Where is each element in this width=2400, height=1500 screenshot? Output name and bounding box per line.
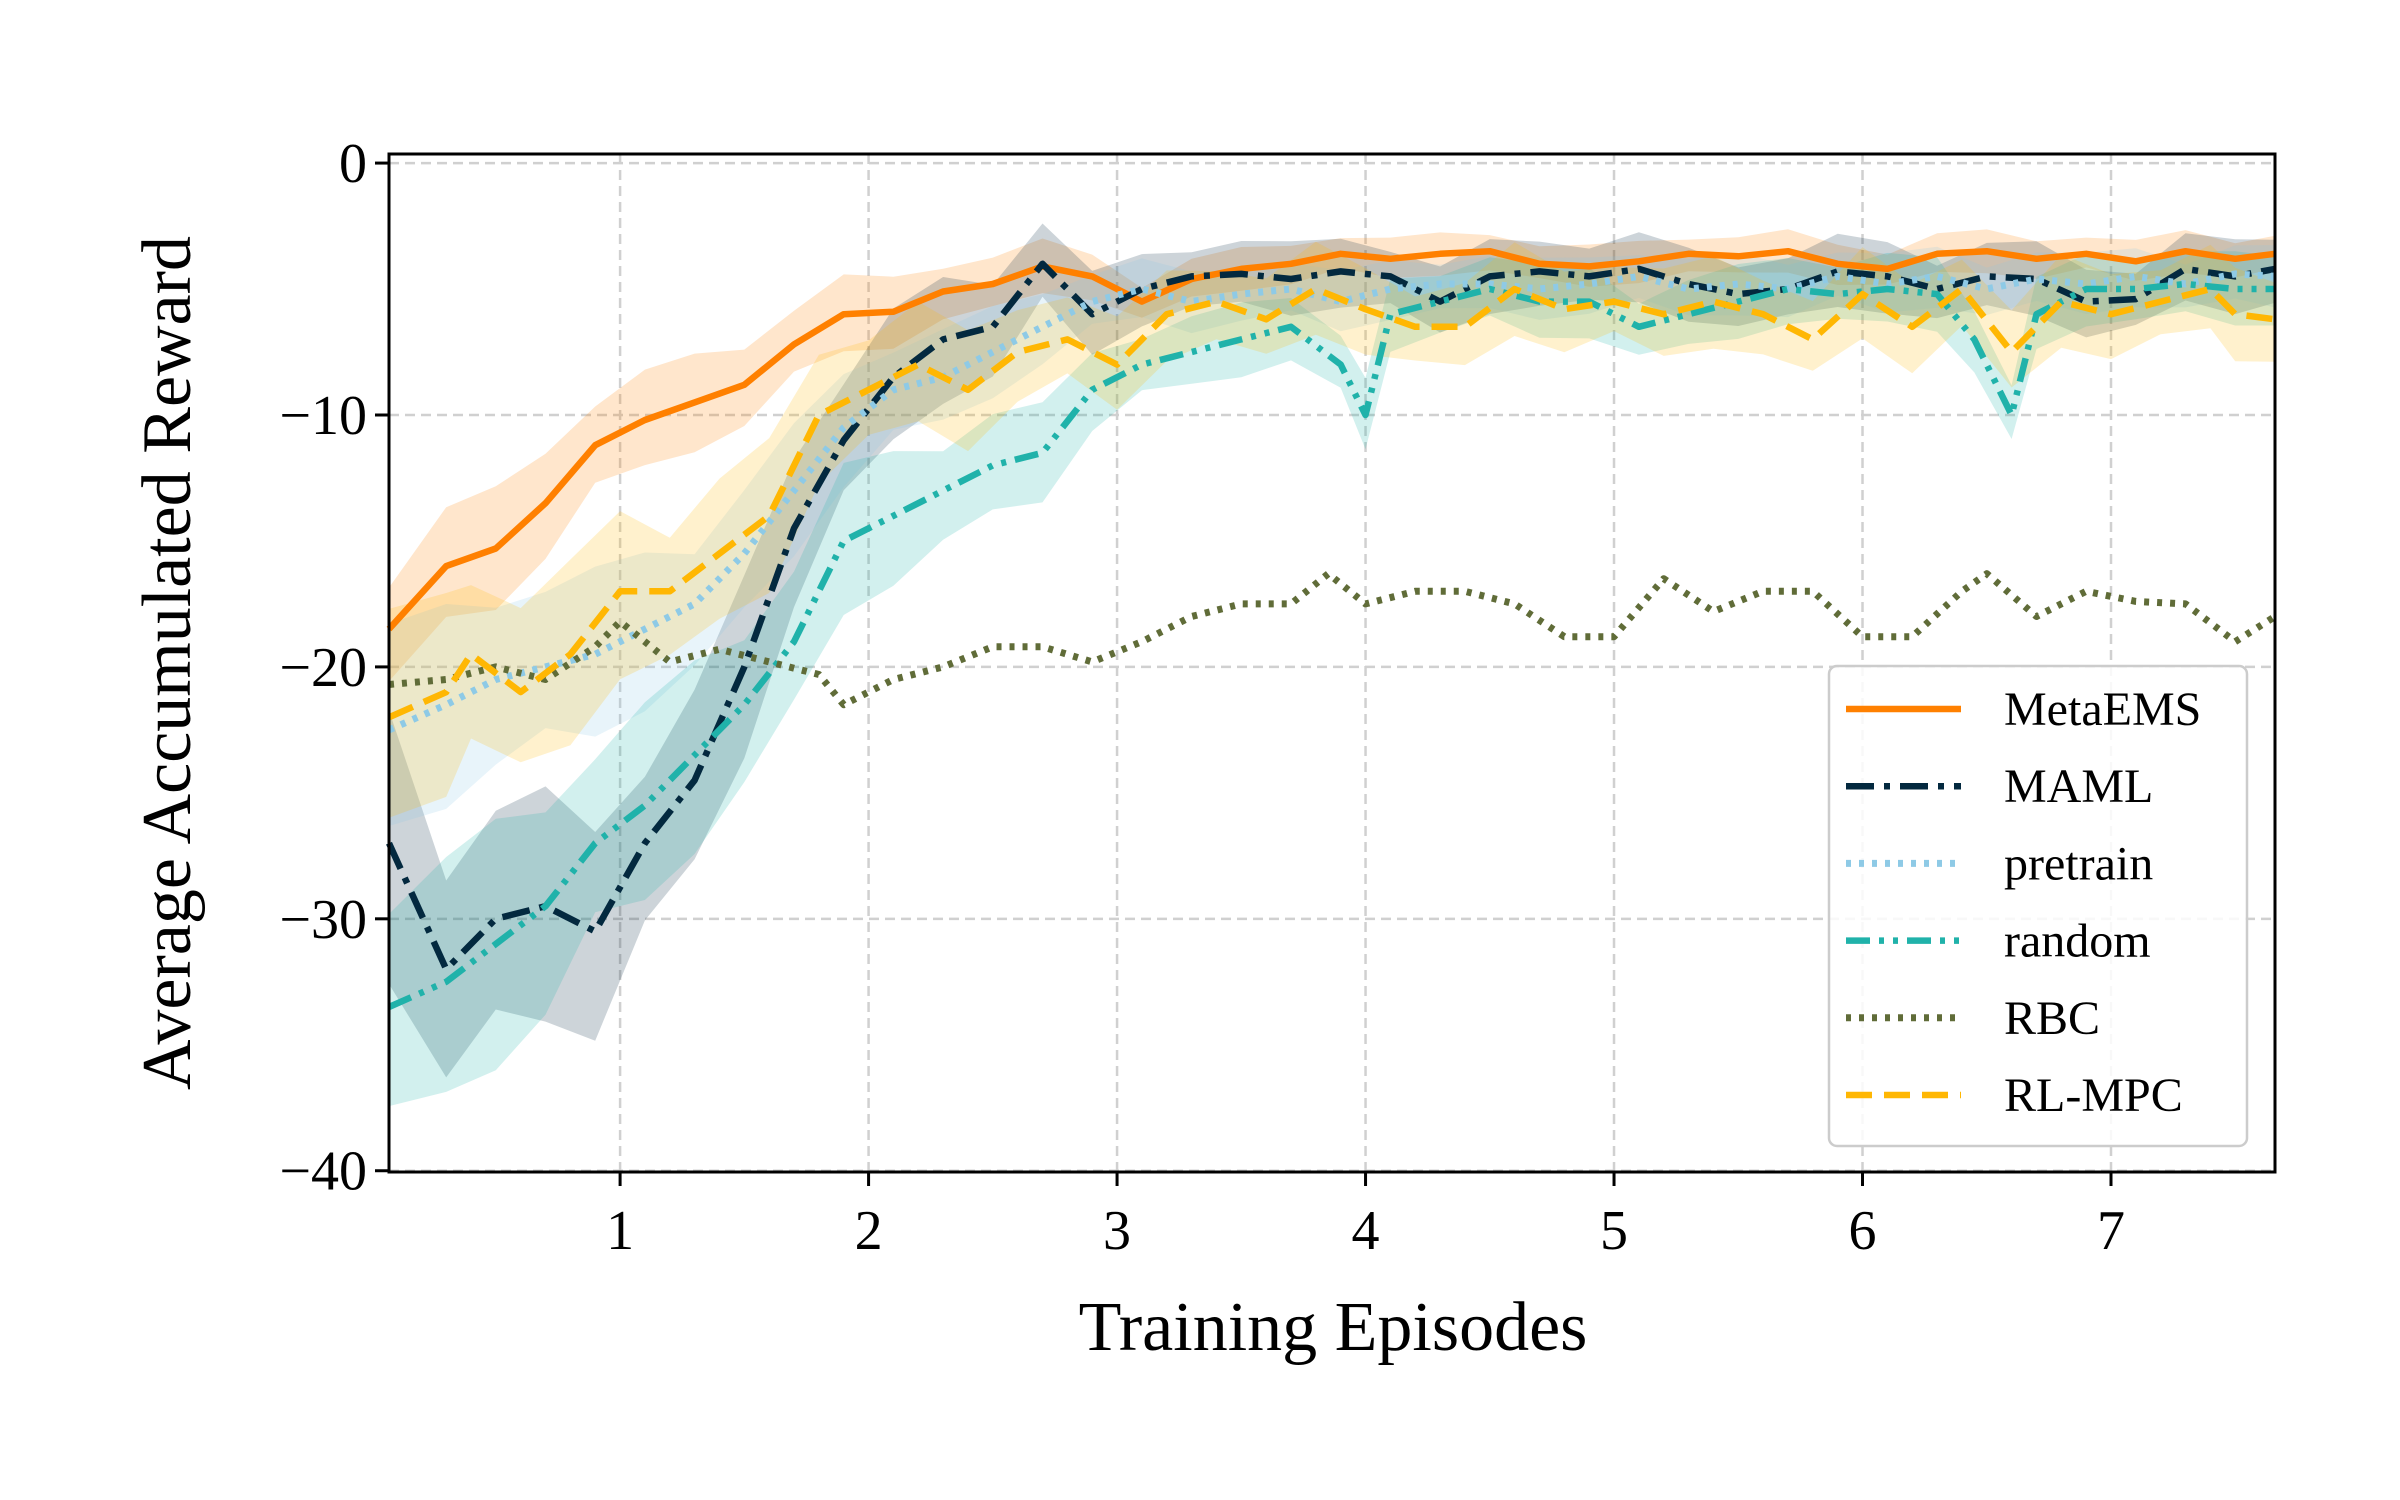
series-line-rl-mpc [387,285,2276,721]
series-line-metaems [386,247,2276,632]
series-line-maml [386,260,2276,973]
std-band-random [389,251,2275,1107]
legend-label-rl-mpc: RL-MPC [2004,1069,2183,1122]
x-axis-label: Training Episodes [1079,1289,1588,1366]
legend-label-rbc: RBC [2004,992,2100,1045]
y-tick-label: −10 [279,385,367,447]
legend-box [1827,664,2249,1148]
std-band-metaems [389,229,2275,682]
ticks: 1 2 3 4 5 6 7 0 −10 −20 −30 −40 [279,133,2125,1262]
series-line-random [387,280,2275,1010]
legend: MetaEMS MAML pretrain random RBC RL-MPC [1827,664,2249,1148]
series-lines [386,247,2277,1010]
std-band-maml [389,223,2275,1078]
legend-label-metaems: MetaEMS [2004,683,2201,736]
y-tick-label: −20 [279,637,367,699]
x-tick-label: 7 [2097,1200,2125,1262]
x-tick-label: 2 [855,1200,883,1262]
legend-label-pretrain: pretrain [2004,837,2153,890]
x-tick-label: 3 [1103,1200,1131,1262]
legend-label-maml: MAML [2004,760,2153,813]
y-tick-label: −30 [279,889,367,951]
series-line-pretrain [387,270,2276,734]
legend-label-random: random [2004,915,2151,968]
x-tick-label: 6 [1849,1200,1877,1262]
x-tick-label: 4 [1352,1200,1380,1262]
x-tick-label: 1 [606,1200,634,1262]
x-tick-label: 5 [1600,1200,1628,1262]
y-tick-label: 0 [339,133,367,195]
y-axis-label: Average Accumulated Reward [129,236,206,1090]
series-line-rbc [388,570,2277,709]
y-tick-label: −40 [279,1141,367,1203]
std-band-rl-mpc [389,241,2275,818]
plot-frame [387,152,2277,1174]
